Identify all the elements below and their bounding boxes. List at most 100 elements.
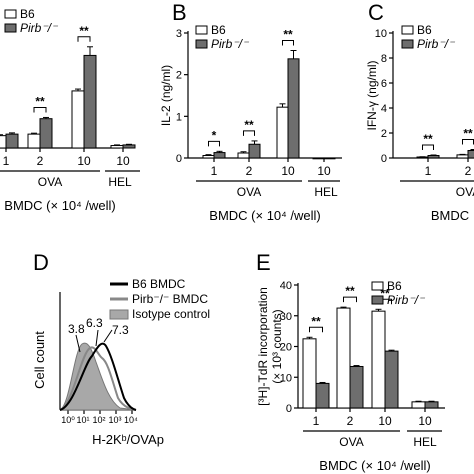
significance-label-2: ** <box>283 28 293 42</box>
x-axis-label: BMDC (× 10⁴ /well) <box>4 198 115 213</box>
x-axis-label: BMDC (× 10⁴ /well) <box>209 208 320 223</box>
significance-bracket-0 <box>309 326 323 333</box>
bar-pirb-0 <box>5 133 19 149</box>
bar-b6-3 <box>411 401 426 409</box>
x-tick-label-2: 10 <box>378 414 392 428</box>
panel-d-histogram <box>59 282 137 414</box>
x-tick-label-0: 1 <box>313 414 320 428</box>
legend-label-1: Pirb⁻/⁻ <box>211 37 250 51</box>
bar-b6-0 <box>0 135 7 149</box>
histogram-pirb <box>59 346 137 411</box>
y-tick-label-4: 4 <box>381 103 387 115</box>
bar-b6-0 <box>302 338 317 409</box>
annotation-7-3: 7.3 <box>112 323 129 337</box>
legend-isotype-control: Isotype control <box>132 307 210 321</box>
y-axis-label: IFN-γ (ng/ml) <box>365 61 379 131</box>
x-tick-label-3: 10 <box>418 414 432 428</box>
x-tick-label-3: 10 <box>116 154 130 168</box>
bar-b6-1 <box>456 154 469 159</box>
group-label-0: OVA <box>237 185 261 199</box>
panel-d-xlabel: H-2Kᵇ/OVAp <box>92 432 164 447</box>
bar-b6-1 <box>336 307 351 409</box>
y-tick-label-0: 0 <box>381 153 387 165</box>
panel-label-e: E <box>256 250 271 275</box>
panel-d-xtick-3: 10³ <box>108 415 121 425</box>
bar-b6-0 <box>202 155 215 159</box>
bar-pirb-1 <box>467 150 474 159</box>
legend-pirb-bmdc: Pirb⁻/⁻ BMDC <box>132 292 208 306</box>
legend-swatch-isotype <box>109 309 129 320</box>
group-label-1: HEL <box>314 185 338 199</box>
y-axis-label: IL-2 (ng/ml) <box>159 65 173 126</box>
legend-label-0: B6 <box>20 7 35 21</box>
group-label-1: HEL <box>108 175 132 189</box>
y-tick-label-0: 0 <box>286 403 292 415</box>
significance-bracket-2 <box>282 40 294 46</box>
bar-pirb-1 <box>349 365 364 409</box>
y-tick-label-6: 6 <box>381 78 387 90</box>
x-axis-label: BMDC (× 10⁴ /well) <box>319 458 430 473</box>
panel-d-xtick-1: 10¹ <box>76 415 89 425</box>
annotation-leader-7-3 <box>103 329 113 343</box>
y-tick-label-2: 2 <box>381 128 387 140</box>
legend-swatch-0 <box>401 25 414 35</box>
bar-pirb-0 <box>315 382 330 409</box>
significance-label-1: ** <box>35 94 45 108</box>
panel-d-ylabel: Cell count <box>32 331 47 389</box>
bar-pirb-1 <box>39 118 53 149</box>
legend-swatch-1 <box>4 23 17 33</box>
panel-d-xtick-2: 10² <box>92 415 105 425</box>
legend-label-0: B6 <box>211 23 226 37</box>
x-tick-label-1: 2 <box>347 414 354 428</box>
group-label-0: OVA <box>38 175 62 189</box>
bar-pirb-3 <box>122 144 136 149</box>
annotation-3-8: 3.8 <box>68 322 85 336</box>
y-tick-label-10: 10 <box>375 28 387 40</box>
significance-label-1: ** <box>244 118 254 132</box>
significance-bracket-1 <box>243 130 255 136</box>
panel-b-chart: 0 1 2 3 * 1 ** 2 ** 10 10 OVA HEL BMDC (× 10⁴ /well) I… <box>159 23 342 223</box>
legend-swatch-1 <box>401 39 414 49</box>
histogram-b6 <box>59 342 137 411</box>
x-tick-label-1: 2 <box>246 164 253 178</box>
panel-d-xtick-0: 10⁰ <box>61 415 75 425</box>
bar-b6-3 <box>312 157 325 160</box>
panel-d-xtick-4: 10⁴ <box>124 415 138 425</box>
legend-swatch-1 <box>195 39 208 49</box>
significance-bracket-0 <box>208 140 220 147</box>
bar-pirb-3 <box>323 157 336 160</box>
bar-pirb-2 <box>384 350 399 409</box>
bar-pirb-0 <box>213 152 226 159</box>
y-tick-label-3: 3 <box>176 28 182 40</box>
significance-bracket-1 <box>33 106 47 113</box>
y-tick-label-40: 40 <box>280 280 292 292</box>
x-tick-label-1: 2 <box>37 154 44 168</box>
panel-label-b: B <box>172 0 187 25</box>
legend-label-1: Pirb⁻/⁻ <box>20 21 59 35</box>
x-tick-label-2: 10 <box>281 164 295 178</box>
legend-label-1: Pirb⁻/⁻ <box>387 293 426 307</box>
legend-swatch-0 <box>371 281 384 291</box>
significance-label-0: ** <box>423 132 433 146</box>
significance-label-1: ** <box>345 284 355 298</box>
significance-label-0: * <box>212 128 217 142</box>
significance-label-0: ** <box>311 314 321 328</box>
panel-a-chart: 1 ** 2 ** 10 10 OVA HEL BMDC (× 10⁴ /well) B6Pirb… <box>0 7 140 213</box>
y-axis-label-2: (× 10³ counts) <box>270 309 284 383</box>
group-label-1: HEL <box>413 435 437 449</box>
legend-label-1: Pirb⁻/⁻ <box>417 37 456 51</box>
panel-d: Cell count H-2Kᵇ/OVAp B6 BMDC Pirb⁻/⁻ BM… <box>32 277 210 447</box>
significance-bracket-0 <box>422 144 434 150</box>
bar-pirb-1 <box>248 143 261 159</box>
significance-label-1: ** <box>463 127 473 141</box>
significance-label-2: ** <box>380 286 390 300</box>
panel-label-c: C <box>368 0 384 25</box>
y-tick-label-30: 30 <box>280 311 292 323</box>
legend-label-0: B6 <box>417 23 432 37</box>
bar-b6-1 <box>27 133 41 149</box>
group-label-0: OVA <box>456 185 474 199</box>
